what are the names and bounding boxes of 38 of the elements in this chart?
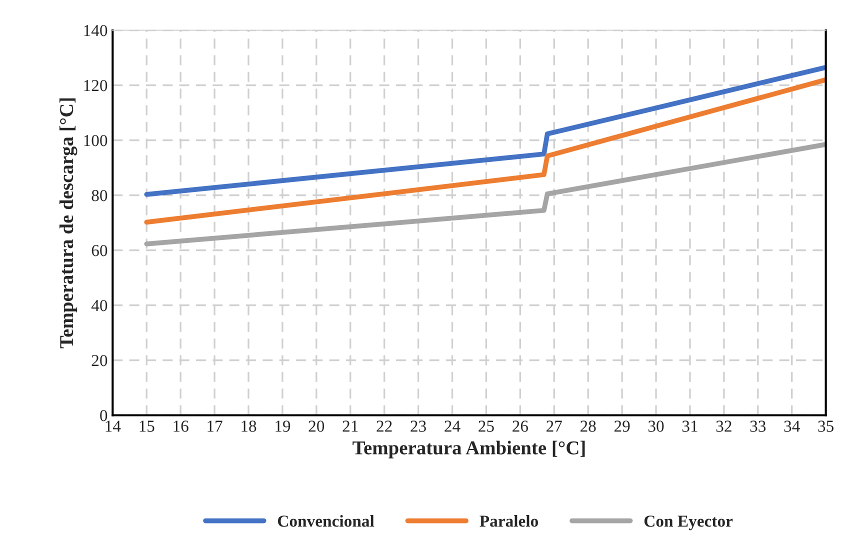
x-tick-label: 17 xyxy=(208,420,222,432)
y-tick-label: 120 xyxy=(84,80,108,92)
x-tick-label: 21 xyxy=(342,420,358,432)
y-tick-label: 20 xyxy=(92,354,108,366)
y-axis-title: Temperatura de descarga [°C] xyxy=(59,98,78,348)
x-tick-label: 32 xyxy=(716,420,732,432)
x-tick-label: 29 xyxy=(614,420,630,432)
x-tick-label: 25 xyxy=(478,420,494,432)
line-series xyxy=(144,64,826,197)
line-series xyxy=(144,77,826,225)
y-tick-label: 140 xyxy=(84,24,108,36)
x-tick-label: 28 xyxy=(580,420,596,432)
x-tick-label: 27 xyxy=(546,420,562,432)
legend-label: Paralelo xyxy=(480,515,538,527)
x-tick-label: 34 xyxy=(784,420,800,432)
line-series xyxy=(144,142,826,246)
x-tick-label: 15 xyxy=(140,420,154,432)
y-tick-label: 60 xyxy=(92,244,108,256)
y-tick-label: 0 xyxy=(100,410,108,422)
x-axis-title: Temperatura Ambiente [°C] xyxy=(352,440,585,458)
y-tick-label: 40 xyxy=(91,300,108,312)
y-tick-label: 100 xyxy=(84,134,108,146)
x-tick-label: 24 xyxy=(444,420,460,432)
y-tick-label: 80 xyxy=(92,190,108,202)
x-tick-label: 23 xyxy=(410,420,426,432)
x-tick-label: 33 xyxy=(750,420,766,432)
x-tick-label: 16 xyxy=(174,420,188,432)
x-tick-label: 35 xyxy=(818,420,834,432)
x-tick-label: 14 xyxy=(106,420,121,432)
x-tick-label: 22 xyxy=(376,420,392,432)
x-tick-label: 19 xyxy=(276,420,290,432)
legend-label: Convencional xyxy=(278,515,374,527)
legend-label: Con Eyector xyxy=(644,516,733,530)
x-tick-label: 20 xyxy=(308,420,324,432)
x-tick-label: 31 xyxy=(682,420,698,432)
x-tick-label: 18 xyxy=(242,420,256,432)
x-tick-label: 30 xyxy=(648,420,664,432)
x-tick-label: 26 xyxy=(512,420,528,432)
